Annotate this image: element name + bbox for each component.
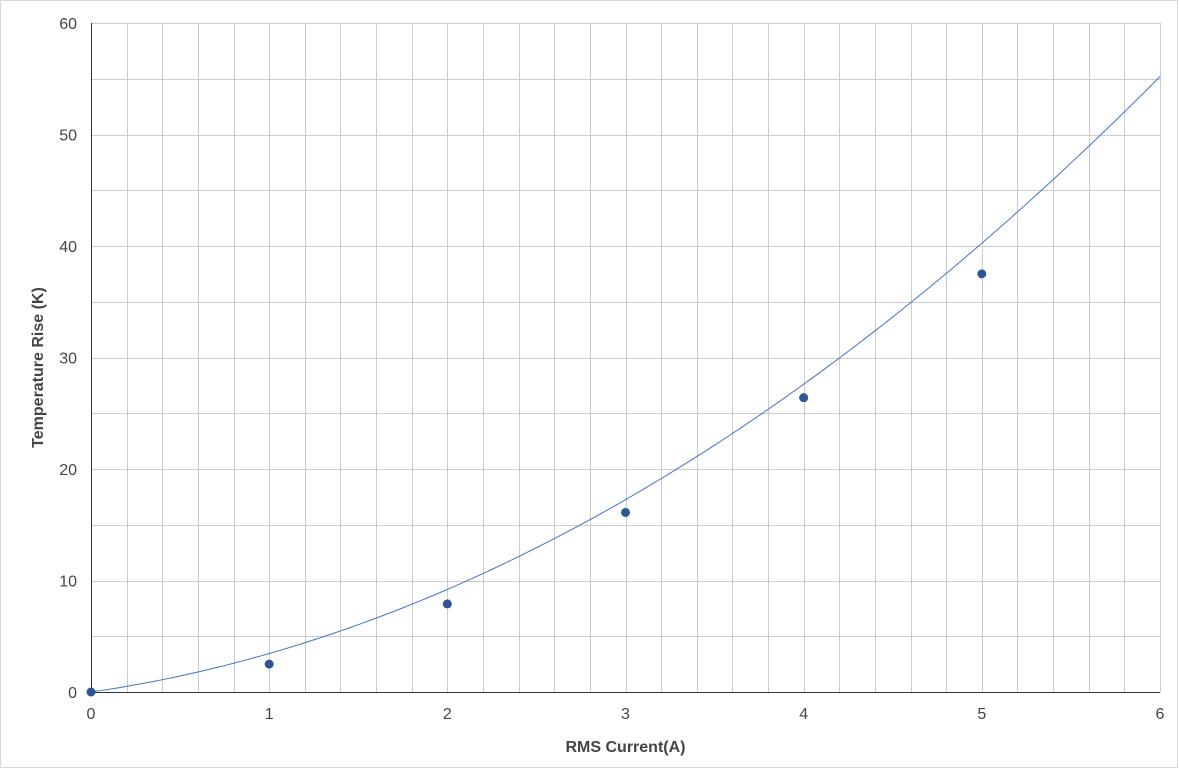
x-tick-label: 4 <box>799 706 808 723</box>
y-tick-label: 0 <box>68 685 77 702</box>
x-tick-label: 1 <box>265 706 274 723</box>
x-axis-title: RMS Current(A) <box>566 739 686 756</box>
y-tick-label: 30 <box>59 351 77 368</box>
data-point <box>977 269 987 279</box>
y-tick-label: 50 <box>59 128 77 145</box>
x-tick-label: 5 <box>977 706 986 723</box>
data-point <box>621 507 630 517</box>
data-points <box>86 269 987 697</box>
y-tick-label: 10 <box>59 574 77 591</box>
x-tick-label: 0 <box>87 706 96 723</box>
data-point <box>86 687 96 697</box>
y-axis-title: Temperature Rise (K) <box>30 287 47 448</box>
y-tick-label: 60 <box>59 16 77 33</box>
trendline-group <box>90 76 1161 693</box>
trendline <box>90 76 1161 693</box>
x-tick-label: 6 <box>1156 706 1165 723</box>
y-tick-label: 20 <box>59 462 77 479</box>
y-tick-label: 40 <box>59 239 77 256</box>
axes <box>91 23 1160 693</box>
x-tick-label: 2 <box>443 706 452 723</box>
grid <box>91 23 1161 693</box>
data-point <box>442 599 452 609</box>
x-tick-label: 3 <box>621 706 630 723</box>
data-point <box>799 393 809 403</box>
data-point <box>264 659 274 669</box>
